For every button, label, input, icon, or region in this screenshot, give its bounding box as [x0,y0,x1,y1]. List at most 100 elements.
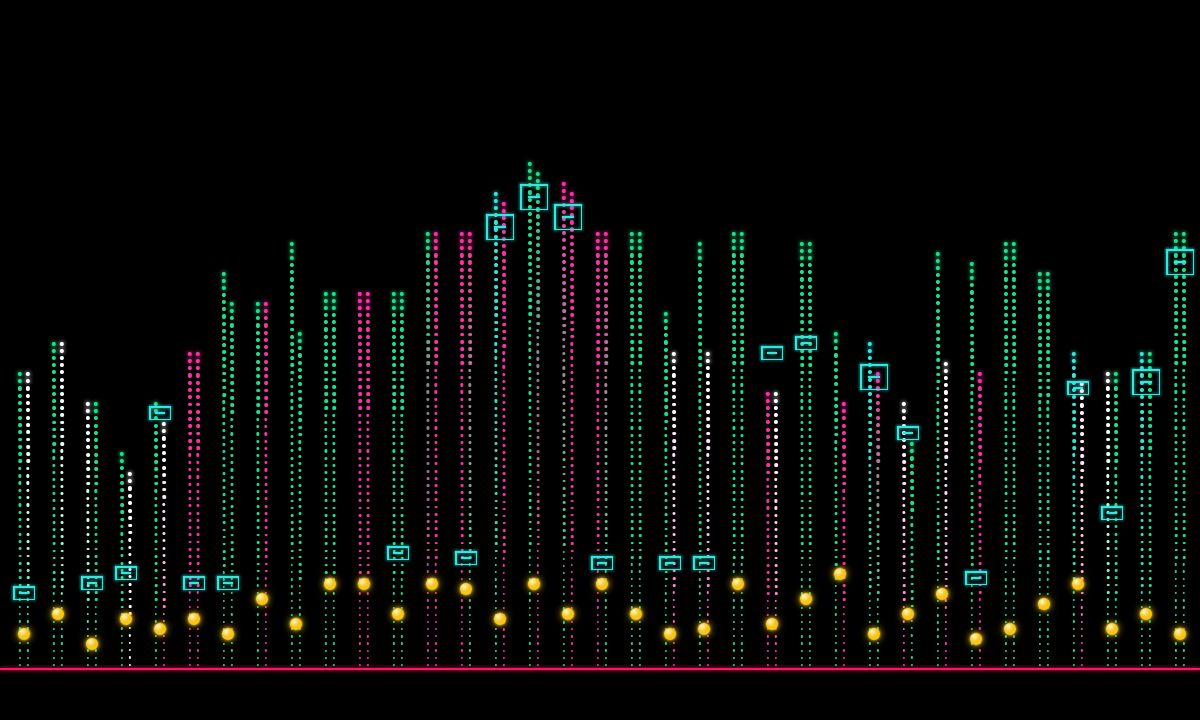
peak-marker [795,336,817,350]
spectrum-dot [910,442,914,446]
spectrum-dot [87,649,89,651]
spectrum-dot [842,504,845,507]
spectrum-dot [605,506,608,509]
spectrum-dot [978,423,982,427]
spectrum-dot [766,449,770,453]
spectrum-dot [231,541,234,544]
spectrum-dot [298,447,301,450]
spectrum-dot [494,364,497,367]
spectrum-dot [800,277,804,281]
spectrum-dot [230,302,234,306]
spectrum-dot [605,477,608,480]
spectrum-dot [393,571,396,574]
spectrum-dot [571,642,573,644]
spectrum-dot [571,435,574,438]
spectrum-dot [1114,416,1118,420]
spectrum-dot [631,549,634,552]
spectrum-dot [189,512,192,515]
spectrum-dot [638,282,642,286]
spectrum-dot [469,642,471,644]
spectrum-dot [570,342,573,345]
spectrum-dot [503,557,505,559]
spectrum-dot [911,634,913,636]
spectrum-dot [324,385,328,389]
spectrum-dot [1005,485,1008,488]
spectrum-dot [128,524,132,528]
spectrum-dot [52,485,55,488]
spectrum-dot [741,628,743,630]
spectrum-dot [630,383,633,386]
spectrum-dot [868,392,872,396]
spectrum-dot [1140,461,1143,464]
spectrum-dot [971,499,974,502]
spectrum-dot [197,635,199,637]
spectrum-dot [189,635,191,637]
spectrum-dot [562,366,565,369]
spectrum-dot [121,635,123,637]
spectrum-dot [664,348,668,352]
spectrum-dot [741,513,744,516]
spectrum-dot [495,628,497,630]
spectrum-dot [1183,642,1185,644]
spectrum-dot [1004,242,1008,246]
spectrum-dot [536,336,539,339]
spectrum-dot [1140,417,1144,421]
spectrum-dot [1012,285,1016,289]
spectrum-dot [630,268,634,272]
spectrum-dot [358,435,361,438]
spectrum-dot [230,483,233,486]
spectrum-column [184,0,204,720]
spectrum-dot [537,486,540,489]
spectrum-dot [732,340,736,344]
spectrum-dot [494,356,497,359]
spectrum-dot [808,363,812,367]
spectrum-dot [1047,650,1049,652]
spectrum-dot [801,492,804,495]
spectrum-dot [1141,642,1143,644]
spectrum-dot [325,499,328,502]
spectrum-dot [529,449,532,452]
spectrum-dot [1012,449,1015,452]
energy-ball [324,578,336,590]
spectrum-dot [809,635,811,637]
spectrum-dot [1140,410,1144,414]
spectrum-dot [605,614,607,616]
spectrum-dot [427,657,429,659]
spectrum-dot [733,506,736,509]
spectrum-dot [740,434,743,437]
spectrum-dot [563,664,565,666]
spectrum-dot [494,192,498,196]
spectrum-dot [333,571,336,574]
energy-ball [154,623,166,635]
spectrum-dot [597,657,599,659]
spectrum-dot [401,521,404,524]
spectrum-dot [970,348,974,352]
spectrum-dot [732,282,736,286]
spectrum-dot [460,311,464,315]
spectrum-dot [910,523,913,526]
spectrum-dot [196,446,200,450]
spectrum-dot [869,664,871,666]
spectrum-dot [605,628,607,630]
spectrum-dot [536,300,540,304]
spectrum-dot [571,557,573,559]
spectrum-dot [155,562,158,565]
spectrum-dot [264,309,268,313]
spectrum-dot [26,401,30,405]
spectrum-dot [1004,428,1007,431]
spectrum-dot [842,467,846,471]
spectrum-dot [1047,621,1049,623]
spectrum-dot [911,590,914,593]
spectrum-dot [358,371,362,375]
spectrum-dot [774,528,777,531]
peak-marker [149,406,171,420]
spectrum-dot [53,557,56,560]
spectrum-dot [392,292,396,296]
spectrum-dot [869,571,872,574]
spectrum-dot [1114,445,1118,449]
spectrum-dot [222,450,225,453]
spectrum-dot [537,635,539,637]
spectrum-dot [528,255,532,259]
spectrum-dot [1115,642,1117,644]
spectrum-dot [638,253,642,257]
